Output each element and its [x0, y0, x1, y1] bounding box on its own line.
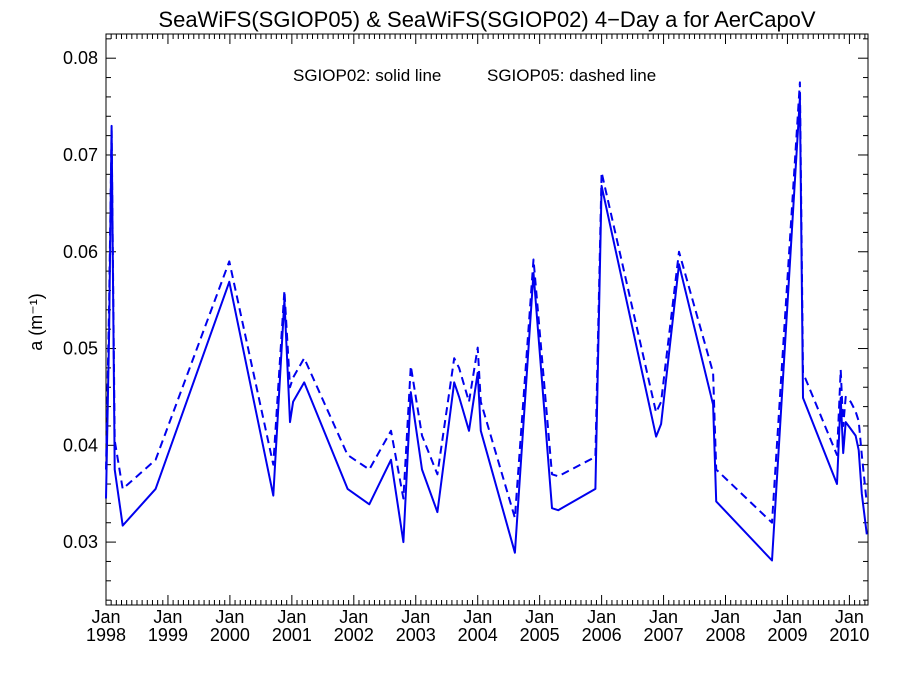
x-tick-year: 2000	[210, 625, 250, 645]
x-tick-year: 1999	[148, 625, 188, 645]
x-tick-month: Jan	[649, 607, 678, 627]
x-tick-year: 2009	[767, 625, 807, 645]
x-tick-year: 2006	[582, 625, 622, 645]
x-tick-year: 2010	[829, 625, 869, 645]
y-tick-label: 0.04	[63, 435, 98, 455]
x-tick-year: 1998	[86, 625, 126, 645]
series-sgiop05-line	[105, 81, 868, 524]
plot-frame	[105, 33, 869, 606]
series-lines	[105, 81, 868, 562]
y-tick-label: 0.05	[63, 339, 98, 359]
annotation-dashed: SGIOP05: dashed line	[487, 66, 656, 85]
x-tick-month: Jan	[711, 607, 740, 627]
y-tick-label: 0.03	[63, 532, 98, 552]
x-tick-year: 2008	[705, 625, 745, 645]
x-tick-month: Jan	[215, 607, 244, 627]
x-tick-month: Jan	[587, 607, 616, 627]
y-axis-label: a (m⁻¹)	[26, 293, 46, 351]
x-tick-month: Jan	[91, 607, 120, 627]
x-tick-year: 2007	[644, 625, 684, 645]
annotation-solid: SGIOP02: solid line	[293, 66, 441, 85]
x-tick-month: Jan	[401, 607, 430, 627]
x-tick-year: 2001	[272, 625, 312, 645]
x-tick-year: 2005	[520, 625, 560, 645]
x-tick-month: Jan	[463, 607, 492, 627]
y-tick-label: 0.07	[63, 145, 98, 165]
x-tick-year: 2004	[458, 625, 498, 645]
x-tick-month: Jan	[153, 607, 182, 627]
x-tick-year: 2003	[396, 625, 436, 645]
series-sgiop02-line	[105, 96, 868, 562]
x-tick-month: Jan	[277, 607, 306, 627]
x-tick-month: Jan	[773, 607, 802, 627]
x-axis: Jan1998Jan1999Jan2000Jan2001Jan2002Jan20…	[86, 34, 869, 645]
x-tick-month: Jan	[339, 607, 368, 627]
y-tick-label: 0.08	[63, 48, 98, 68]
y-axis: 0.03 0.04 0.05 0.06 0.07 0.08	[63, 38, 868, 601]
x-tick-month: Jan	[525, 607, 554, 627]
x-tick-month: Jan	[835, 607, 864, 627]
x-tick-year: 2002	[334, 625, 374, 645]
chart-title: SeaWiFS(SGIOP05) & SeaWiFS(SGIOP02) 4−Da…	[158, 7, 816, 32]
y-tick-label: 0.06	[63, 242, 98, 262]
